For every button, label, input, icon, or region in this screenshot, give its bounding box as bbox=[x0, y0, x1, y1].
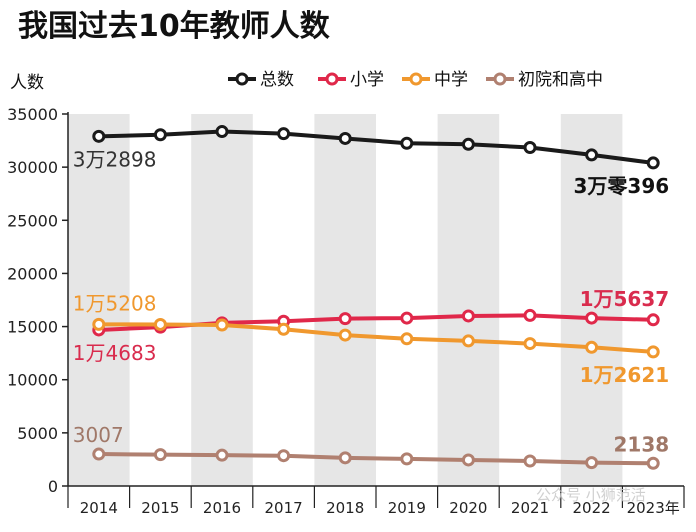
data-point bbox=[523, 140, 537, 154]
data-point bbox=[585, 340, 599, 354]
chart-title: 我国过去10年教师人数 bbox=[18, 9, 331, 44]
legend-label: 中学 bbox=[434, 70, 468, 90]
annotation-total-last: 3万零396 bbox=[574, 174, 670, 198]
column-band bbox=[191, 114, 253, 486]
data-point bbox=[153, 128, 167, 142]
legend-item: 初院和高中 bbox=[486, 70, 603, 90]
data-point bbox=[646, 345, 660, 359]
data-point bbox=[585, 311, 599, 325]
data-point bbox=[92, 447, 106, 461]
axes: 0 5000 10000 15000 20000 25000 30000 35000 2014 2… bbox=[7, 105, 685, 517]
series-line bbox=[98, 452, 654, 466]
annotation-junior-last: 2138 bbox=[614, 432, 670, 456]
legend-swatch-marker bbox=[409, 72, 423, 86]
legend-item: 小学 bbox=[318, 70, 384, 90]
data-point bbox=[523, 454, 537, 468]
annotations: 3万2898 3万零396 1万5208 1万4683 1万5637 1万2621 3007… bbox=[73, 147, 669, 456]
legend: 总数 小学 中学 初院和高中 bbox=[228, 70, 603, 90]
series-lines bbox=[92, 125, 660, 470]
data-point bbox=[400, 136, 414, 150]
x-tick-label: 2016 bbox=[203, 499, 241, 517]
y-tick-label: 30000 bbox=[7, 158, 58, 177]
data-point bbox=[153, 448, 167, 462]
data-point bbox=[338, 312, 352, 326]
annotation-junior-first: 3007 bbox=[73, 423, 124, 447]
watermark-text: 公众号 小狮范活 bbox=[536, 486, 646, 504]
legend-item: 中学 bbox=[402, 70, 468, 90]
series-line bbox=[98, 322, 654, 354]
data-point bbox=[277, 449, 291, 463]
y-tick-label: 15000 bbox=[7, 318, 58, 337]
legend-label: 小学 bbox=[350, 70, 384, 90]
legend-swatch-marker bbox=[493, 72, 507, 86]
y-tick-label: 35000 bbox=[7, 105, 58, 124]
x-tick-label: 2019 bbox=[388, 499, 426, 517]
data-point bbox=[277, 322, 291, 336]
data-point bbox=[400, 332, 414, 346]
x-tick-label: 2022 bbox=[573, 499, 611, 517]
column-band bbox=[437, 114, 500, 486]
data-point bbox=[646, 456, 660, 470]
series-初院和高中 bbox=[92, 447, 660, 470]
x-tick-label: 2020 bbox=[449, 499, 487, 517]
data-point bbox=[338, 131, 352, 145]
x-tick-label: 2021 bbox=[511, 499, 549, 517]
y-tick-label: 20000 bbox=[7, 264, 58, 283]
legend-label: 初院和高中 bbox=[518, 70, 603, 90]
y-tick-label: 10000 bbox=[7, 371, 58, 390]
data-point bbox=[461, 137, 475, 151]
data-point bbox=[215, 125, 229, 139]
data-point bbox=[523, 308, 537, 322]
annotation-primary-last: 1万5637 bbox=[580, 287, 670, 311]
annotation-middle-first: 1万5208 bbox=[73, 291, 157, 315]
data-point bbox=[461, 334, 475, 348]
data-point bbox=[585, 148, 599, 162]
annotation-total-first: 3万2898 bbox=[73, 147, 157, 171]
annotation-primary-first: 1万4683 bbox=[73, 341, 157, 365]
data-point bbox=[92, 317, 106, 331]
x-tick-label: 2023年 bbox=[627, 499, 680, 517]
y-tick-label: 5000 bbox=[17, 424, 58, 443]
data-point bbox=[92, 129, 106, 143]
data-point bbox=[338, 328, 352, 342]
series-总数 bbox=[92, 125, 660, 170]
data-point bbox=[215, 448, 229, 462]
column-band bbox=[314, 114, 376, 486]
column-bands bbox=[68, 114, 623, 486]
data-point bbox=[461, 309, 475, 323]
legend-swatch-marker bbox=[235, 72, 249, 86]
annotation-middle-last: 1万2621 bbox=[580, 363, 670, 387]
data-point bbox=[338, 451, 352, 465]
data-point bbox=[400, 452, 414, 466]
data-point bbox=[646, 313, 660, 327]
data-point bbox=[277, 127, 291, 141]
data-point bbox=[400, 311, 414, 325]
series-中学 bbox=[92, 317, 660, 359]
x-tick-label: 2015 bbox=[141, 499, 179, 517]
legend-swatch-marker bbox=[325, 72, 339, 86]
legend-item: 总数 bbox=[228, 70, 294, 90]
data-point bbox=[646, 156, 660, 170]
data-point bbox=[523, 337, 537, 351]
series-line bbox=[98, 129, 654, 165]
data-point bbox=[215, 318, 229, 332]
x-tick-label: 2017 bbox=[265, 499, 303, 517]
x-tick-label: 2014 bbox=[80, 499, 118, 517]
y-axis-label: 人数 bbox=[10, 73, 44, 93]
data-point bbox=[585, 456, 599, 470]
y-tick-label: 25000 bbox=[7, 211, 58, 230]
data-point bbox=[461, 453, 475, 467]
x-tick-label: 2018 bbox=[326, 499, 364, 517]
legend-label: 总数 bbox=[260, 70, 294, 90]
data-point bbox=[153, 317, 167, 331]
y-tick-label: 0 bbox=[48, 477, 58, 496]
column-band bbox=[560, 114, 623, 486]
column-band bbox=[68, 114, 130, 486]
